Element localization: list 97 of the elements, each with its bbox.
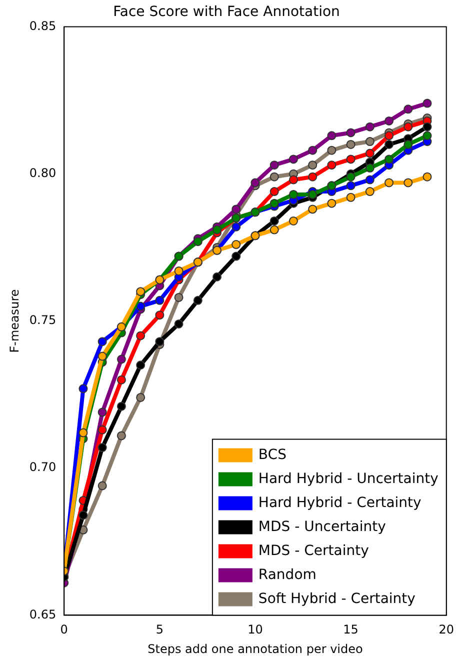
- point: [78, 510, 88, 520]
- y-tick-label: 0.65: [29, 607, 56, 622]
- point: [288, 175, 298, 184]
- point: [232, 204, 241, 214]
- point: [365, 137, 374, 146]
- legend-label: BCS: [258, 446, 287, 463]
- point: [404, 178, 413, 188]
- point: [155, 310, 164, 320]
- legend-label: MDS - Uncertainty: [258, 518, 386, 535]
- point: [422, 172, 432, 182]
- point: [346, 172, 356, 182]
- point: [308, 146, 318, 155]
- point: [384, 116, 394, 126]
- point: [136, 287, 146, 296]
- point: [404, 140, 413, 149]
- point: [270, 187, 279, 196]
- point: [288, 190, 298, 199]
- point: [212, 272, 222, 282]
- point: [98, 352, 107, 361]
- point: [365, 122, 374, 132]
- x-tick-label: 10: [248, 622, 263, 637]
- point: [365, 187, 374, 196]
- point: [116, 354, 126, 364]
- point: [136, 360, 146, 370]
- point: [384, 131, 394, 140]
- point: [288, 216, 298, 226]
- point: [308, 190, 318, 199]
- point: [270, 198, 279, 208]
- point: [422, 131, 432, 140]
- point: [193, 296, 202, 305]
- point: [232, 252, 241, 261]
- point: [193, 237, 202, 246]
- point: [232, 222, 241, 232]
- legend-label: Soft Hybrid - Certainty: [258, 590, 416, 607]
- point: [327, 146, 336, 155]
- legend-label: Hard Hybrid - Uncertainty: [258, 470, 438, 487]
- point: [346, 154, 356, 164]
- point: [346, 192, 356, 202]
- point: [250, 178, 260, 188]
- point: [422, 98, 432, 108]
- chart-title: Face Score with Face Annotation: [113, 4, 340, 20]
- legend-label: Hard Hybrid - Certainty: [258, 494, 422, 511]
- point: [346, 140, 356, 149]
- point: [384, 140, 394, 149]
- point: [270, 225, 279, 234]
- point: [98, 408, 107, 417]
- point: [98, 337, 107, 346]
- point: [98, 425, 107, 434]
- point: [346, 181, 356, 190]
- point: [365, 148, 374, 158]
- x-tick-label: 15: [343, 622, 358, 637]
- y-tick-label: 0.70: [29, 460, 56, 474]
- point: [308, 204, 318, 214]
- point: [155, 296, 164, 305]
- point: [365, 175, 374, 184]
- point: [174, 266, 184, 276]
- point: [422, 122, 432, 132]
- point: [116, 375, 126, 384]
- point: [116, 402, 126, 411]
- point: [270, 160, 279, 170]
- point: [136, 392, 146, 402]
- point: [404, 122, 413, 132]
- point: [212, 225, 222, 234]
- point: [155, 337, 164, 346]
- point: [384, 178, 394, 188]
- point: [270, 216, 279, 226]
- point: [365, 164, 374, 173]
- point: [270, 172, 279, 182]
- y-axis-title: F-measure: [7, 289, 22, 353]
- point: [136, 302, 146, 311]
- point: [98, 443, 107, 452]
- x-tick-label: 5: [156, 622, 164, 637]
- point: [346, 128, 356, 138]
- point: [232, 240, 241, 250]
- legend-label: Random: [258, 566, 316, 583]
- x-axis-title: Steps add one annotation per video: [148, 642, 363, 656]
- y-tick-label: 0.85: [29, 18, 56, 33]
- point: [78, 384, 88, 394]
- point: [288, 154, 298, 164]
- point: [98, 481, 107, 490]
- point: [174, 319, 184, 328]
- point: [404, 104, 413, 114]
- y-tick-label: 0.80: [29, 166, 56, 180]
- point: [327, 198, 336, 208]
- point: [136, 331, 146, 340]
- point: [327, 160, 336, 170]
- point: [174, 292, 184, 302]
- point: [78, 428, 88, 438]
- legend-label: MDS - Certainty: [258, 542, 369, 559]
- point: [384, 154, 394, 164]
- point: [308, 160, 318, 170]
- x-tick-label: 0: [60, 622, 68, 637]
- y-tick-label: 0.75: [29, 313, 56, 328]
- x-tick-label: 20: [438, 622, 454, 637]
- point: [116, 431, 126, 440]
- point: [308, 172, 318, 182]
- point: [327, 131, 336, 140]
